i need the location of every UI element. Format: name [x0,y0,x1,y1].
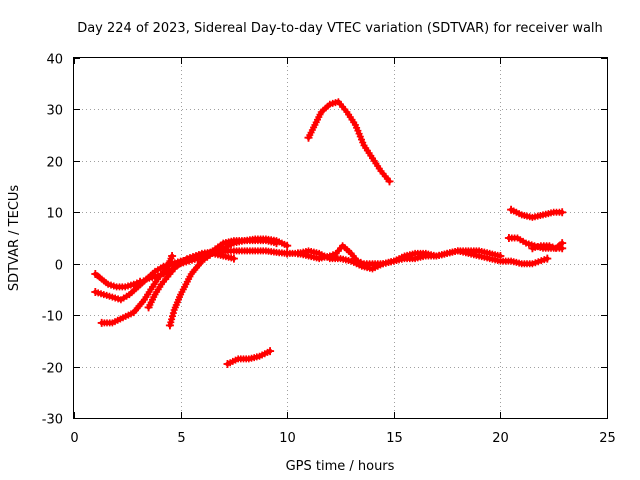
data-point [528,244,537,253]
series-arc-14 [528,239,567,253]
data-point [165,321,174,330]
y-tick-label: -30 [42,413,63,428]
axis-ticks: 0 5 10 15 20 25 -30 -20 -10 0 10 20 30 40 [42,53,616,447]
y-tick-label: 10 [46,207,63,222]
plot-frame [73,57,608,419]
series-arc-1 [91,270,145,291]
data-point [496,252,505,260]
series-arc-8 [223,347,275,368]
data-point [223,360,232,368]
data-point [229,254,238,263]
plot-area [91,98,567,368]
x-tick-label: 15 [386,431,403,446]
series-arc-7 [197,235,292,263]
grid [74,58,607,418]
data-point [168,252,177,260]
x-tick-label: 5 [177,431,185,446]
data-point [385,177,394,186]
data-point [97,318,106,327]
data-point [91,270,100,278]
x-tick-label: 10 [279,431,296,446]
series-arc-11 [304,98,394,186]
data-point [558,239,567,248]
data-point [197,254,206,263]
data-point [283,249,292,258]
series-arc-10 [293,247,505,273]
data-point [293,249,302,258]
chart-title: Day 224 of 2023, Sidereal Day-to-day VTE… [77,21,603,36]
data-point [304,133,313,142]
series-arc-3 [97,252,177,327]
y-tick-label: 30 [46,104,63,119]
y-tick-label: 0 [55,259,63,274]
series-arc-12 [507,205,567,221]
data-point [504,234,513,242]
data-point [507,205,516,214]
x-tick-label: 25 [599,431,616,446]
data-point [283,241,292,250]
point-markers [305,98,393,185]
data-point [266,347,275,356]
data-point [543,254,552,263]
y-tick-label: 40 [46,53,63,68]
x-axis-label: GPS time / hours [286,459,395,474]
point-markers [294,247,504,273]
data-point [558,208,567,217]
data-point [134,280,142,289]
y-axis-label: SDTVAR / TECUs [7,185,22,292]
y-tick-label: -20 [42,362,63,377]
y-tick-label: -10 [42,310,63,325]
data-point [91,288,100,296]
x-tick-label: 0 [70,431,78,446]
y-tick-label: 20 [46,156,63,171]
data-point [144,303,153,312]
x-tick-label: 20 [492,431,509,446]
